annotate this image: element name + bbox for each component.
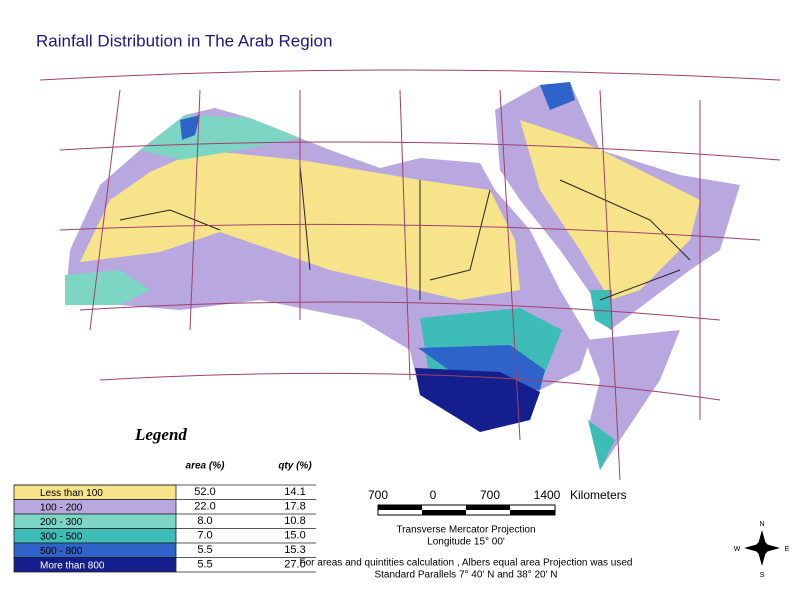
legend-qty: 15.0 (284, 530, 305, 542)
legend-swatch (13, 528, 177, 544)
arabia-dry (520, 120, 700, 300)
scale-seg (466, 505, 510, 510)
somalia (585, 330, 680, 470)
legend-swatch (13, 513, 177, 529)
compass-n: N (759, 521, 764, 528)
compass-ew (744, 543, 780, 553)
legend-qty: 14.1 (284, 486, 305, 498)
scale-label: 1400 (534, 488, 561, 502)
projection: Longitude 15° 00' (427, 537, 505, 548)
scale-seg (422, 510, 466, 515)
compass: N E S W (734, 521, 790, 579)
scale-bar (377, 504, 556, 516)
legend-label: 200 - 300 (40, 517, 83, 528)
legend-label: 100 - 200 (40, 502, 83, 513)
legend-label: 300 - 500 (40, 531, 83, 542)
projection-note: For areas and quintities calculation , A… (300, 558, 633, 569)
maghreb-coast (140, 115, 300, 160)
legend-label: Less than 100 (40, 488, 103, 499)
compass-w: W (734, 546, 741, 553)
scale-labels: 700 0 700 1400 Kilometers (368, 488, 627, 502)
legend-area: 7.0 (197, 530, 212, 542)
legend-qty: 27.0 (284, 559, 305, 571)
compass-s: S (760, 572, 765, 579)
legend-swatch (13, 542, 177, 558)
compass-e: E (785, 546, 790, 553)
legend-swatch (13, 499, 177, 515)
scale-label: 700 (480, 488, 500, 502)
legend-qty: 10.8 (284, 515, 305, 527)
legend-area: 52.0 (194, 486, 215, 498)
legend-label: More than 800 (40, 560, 105, 571)
legend-header: area (%) (186, 461, 226, 472)
title: Rainfall Distribution in The Arab Region (36, 31, 332, 50)
sudan-wettest (415, 368, 540, 432)
legend: area (%) qty (%) Less than 100 52.0 14.1 100 … (13, 461, 316, 573)
legend-area: 8.0 (197, 515, 212, 527)
scale-label: 700 (368, 488, 388, 502)
legend-area: 5.5 (197, 559, 212, 571)
scale-label: 0 (430, 488, 437, 502)
legend-header: qty (%) (278, 461, 312, 472)
scale-seg (378, 505, 422, 510)
legend-area: 5.5 (197, 544, 212, 556)
graticule (39, 69, 781, 481)
legend-qty: 17.8 (284, 501, 305, 513)
somalia-south (588, 420, 615, 470)
mauritania-south (65, 270, 150, 305)
yemen-wet (590, 290, 612, 330)
maghreb-wet (180, 115, 200, 140)
borders (119, 164, 691, 301)
scale-seg (510, 510, 555, 515)
compass-ring (755, 541, 769, 555)
projection: Transverse Mercator Projection (396, 525, 535, 536)
levant-wet (540, 82, 575, 110)
legend-area: 22.0 (194, 501, 215, 513)
map (39, 69, 781, 481)
legend-qty: 15.3 (284, 544, 305, 556)
legend-label: 500 - 800 (40, 546, 83, 557)
projection-note: Standard Parallels 7° 40' N and 38° 20' … (374, 570, 557, 581)
scale-unit: Kilometers (570, 488, 627, 502)
legend-swatch (13, 557, 177, 573)
legend-title: Legend (134, 425, 187, 444)
